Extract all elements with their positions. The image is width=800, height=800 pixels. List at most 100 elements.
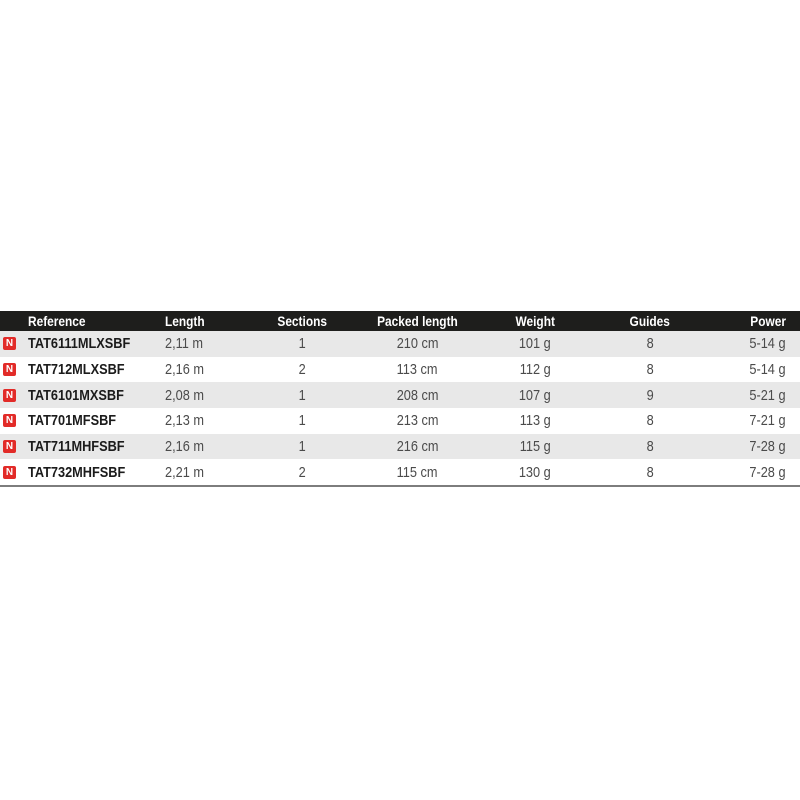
reference-cell: TAT701MFSBF xyxy=(24,408,160,434)
column-header-power: Power xyxy=(720,311,800,331)
weight-value: 107 g xyxy=(519,386,551,404)
table-row: N TAT6111MLXSBF 2,11 m 1 210 cm 101 g 8 … xyxy=(0,331,800,357)
sections-cell: 2 xyxy=(260,357,345,383)
length-cell: 2,13 m xyxy=(160,408,260,434)
column-header-packed-length: Packed length xyxy=(345,311,490,331)
packed-length-cell: 216 cm xyxy=(345,434,490,460)
column-header-label: Length xyxy=(165,313,205,329)
column-header-length: Length xyxy=(160,311,260,331)
length-cell: 2,16 m xyxy=(160,357,260,383)
reference-cell: TAT6101MXSBF xyxy=(24,382,160,408)
packed-length-value: 213 cm xyxy=(396,412,439,430)
packed-length-value: 115 cm xyxy=(397,463,438,481)
packed-length-cell: 208 cm xyxy=(345,382,490,408)
table-row: N TAT732MHFSBF 2,21 m 2 115 cm 130 g 8 7… xyxy=(0,459,800,485)
new-badge-cell: N xyxy=(0,331,24,357)
power-value: 7-28 g xyxy=(749,463,786,481)
power-cell: 5-21 g xyxy=(720,382,800,408)
table-header-row: Reference Length Sections Packed length … xyxy=(0,311,800,331)
length-cell: 2,16 m xyxy=(160,434,260,460)
column-header-label: Weight xyxy=(515,313,555,329)
power-cell: 7-28 g xyxy=(720,459,800,485)
packed-length-cell: 115 cm xyxy=(345,459,490,485)
reference-value: TAT6111MLXSBF xyxy=(28,335,131,353)
guides-value: 8 xyxy=(646,360,654,378)
sections-cell: 2 xyxy=(260,459,345,485)
power-cell: 5-14 g xyxy=(720,357,800,383)
power-cell: 5-14 g xyxy=(720,331,800,357)
table-row: N TAT6101MXSBF 2,08 m 1 208 cm 107 g 9 5… xyxy=(0,382,800,408)
packed-length-cell: 213 cm xyxy=(345,408,490,434)
new-badge-cell: N xyxy=(0,434,24,460)
length-value: 2,21 m xyxy=(165,463,204,481)
table-row: N TAT701MFSBF 2,13 m 1 213 cm 113 g 8 7-… xyxy=(0,407,800,434)
weight-value: 113 g xyxy=(519,412,551,430)
length-value: 2,08 m xyxy=(165,386,204,404)
length-cell: 2,21 m xyxy=(160,459,260,485)
weight-value: 115 g xyxy=(519,437,551,455)
packed-length-value: 216 cm xyxy=(396,437,439,455)
header-badge-spacer xyxy=(0,311,24,331)
guides-cell: 8 xyxy=(580,434,720,460)
power-value: 5-14 g xyxy=(749,360,786,378)
reference-value: TAT712MLXSBF xyxy=(28,360,125,378)
power-value: 5-21 g xyxy=(749,386,786,404)
new-badge-icon: N xyxy=(3,337,16,351)
weight-cell: 107 g xyxy=(490,382,580,408)
column-header-label: Reference xyxy=(28,313,86,329)
packed-length-value: 113 cm xyxy=(397,360,438,378)
new-badge-icon: N xyxy=(3,414,16,428)
length-value: 2,16 m xyxy=(165,360,204,378)
sections-value: 1 xyxy=(298,386,307,404)
sections-cell: 1 xyxy=(260,408,345,434)
new-badge-icon: N xyxy=(3,362,16,376)
column-header-weight: Weight xyxy=(490,311,580,331)
weight-cell: 112 g xyxy=(490,357,580,383)
reference-cell: TAT712MLXSBF xyxy=(24,357,160,383)
reference-value: TAT711MHFSBF xyxy=(28,437,125,455)
power-cell: 7-21 g xyxy=(720,408,800,434)
weight-cell: 101 g xyxy=(490,331,580,357)
new-badge-icon: N xyxy=(3,465,16,479)
weight-value: 112 g xyxy=(519,360,551,378)
guides-cell: 9 xyxy=(580,382,720,408)
sections-cell: 1 xyxy=(260,331,345,357)
column-header-sections: Sections xyxy=(260,311,345,331)
power-cell: 7-28 g xyxy=(720,434,800,460)
new-badge-cell: N xyxy=(0,382,24,408)
power-value: 7-28 g xyxy=(749,437,786,455)
column-header-label: Power xyxy=(750,313,786,329)
new-badge-cell: N xyxy=(0,408,24,434)
packed-length-value: 208 cm xyxy=(396,386,439,404)
power-value: 5-14 g xyxy=(749,335,786,353)
length-cell: 2,11 m xyxy=(160,331,260,357)
reference-value: TAT6101MXSBF xyxy=(28,386,124,404)
product-spec-table: Reference Length Sections Packed length … xyxy=(0,311,800,487)
sections-value: 1 xyxy=(298,412,307,430)
length-value: 2,16 m xyxy=(165,437,204,455)
table-bottom-border xyxy=(0,484,800,487)
new-badge-icon: N xyxy=(3,439,16,453)
packed-length-cell: 113 cm xyxy=(345,357,490,383)
sections-value: 2 xyxy=(298,463,307,481)
new-badge-cell: N xyxy=(0,357,24,383)
weight-value: 101 g xyxy=(519,335,551,353)
guides-cell: 8 xyxy=(580,459,720,485)
column-header-guides: Guides xyxy=(580,311,720,331)
sections-value: 2 xyxy=(298,360,307,378)
table-row: N TAT711MHFSBF 2,16 m 1 216 cm 115 g 8 7… xyxy=(0,433,800,460)
weight-value: 130 g xyxy=(519,463,551,481)
reference-value: TAT701MFSBF xyxy=(28,412,117,430)
sections-value: 1 xyxy=(298,335,307,353)
new-badge-cell: N xyxy=(0,459,24,485)
guides-cell: 8 xyxy=(580,331,720,357)
reference-value: TAT732MHFSBF xyxy=(28,463,126,481)
sections-cell: 1 xyxy=(260,434,345,460)
new-badge-icon: N xyxy=(3,388,16,402)
guides-value: 8 xyxy=(646,437,654,455)
weight-cell: 113 g xyxy=(490,408,580,434)
weight-cell: 115 g xyxy=(490,434,580,460)
length-cell: 2,08 m xyxy=(160,382,260,408)
reference-cell: TAT732MHFSBF xyxy=(24,459,160,485)
